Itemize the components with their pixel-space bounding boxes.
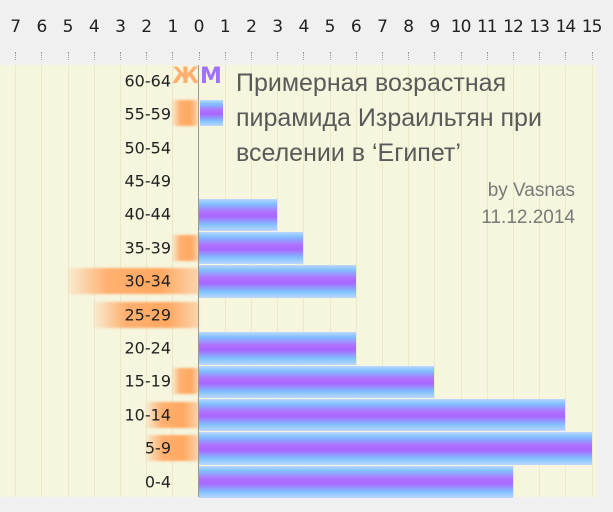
x-tick — [224, 52, 227, 60]
gridline — [539, 65, 541, 497]
x-tick — [539, 52, 541, 60]
gridline — [591, 65, 593, 497]
zero-axis — [198, 65, 199, 497]
male-bar — [198, 399, 566, 432]
x-tick — [93, 52, 96, 60]
x-tick-label: 1 — [219, 17, 231, 37]
x-tick-label: 9 — [429, 17, 440, 37]
x-tick-label: 10 — [450, 17, 472, 37]
y-tick-label: 20-24 — [124, 338, 172, 358]
y-tick-label: 15-19 — [124, 371, 172, 391]
x-tick — [434, 52, 436, 60]
female-bar — [172, 368, 199, 395]
y-tick-label: 55-59 — [124, 104, 172, 124]
gridline — [408, 65, 410, 497]
gridline — [565, 65, 567, 497]
gridline — [355, 65, 357, 497]
x-tick-label: 5 — [324, 17, 336, 37]
x-tick-label: 2 — [141, 17, 152, 37]
x-tick-label: 8 — [403, 17, 414, 37]
x-tick — [277, 52, 279, 60]
y-tick-label: 50-54 — [124, 138, 172, 157]
male-bar — [198, 432, 592, 465]
x-tick — [591, 52, 594, 60]
x-tick — [15, 52, 17, 60]
x-tick-label: 1 — [167, 17, 178, 37]
x-tick — [486, 52, 489, 60]
female-bar — [67, 268, 199, 295]
legend-male: М — [200, 64, 222, 89]
y-tick-label: 0-4 — [144, 472, 171, 491]
y-tick-label: 45-49 — [124, 171, 172, 191]
x-tick-label: 15 — [581, 17, 603, 37]
gridline — [15, 65, 17, 497]
x-tick-label: 12 — [503, 17, 524, 37]
x-tick — [198, 52, 201, 60]
male-bar — [198, 232, 304, 265]
x-tick-label: 6 — [36, 17, 47, 37]
legend-male-swatch — [200, 100, 223, 126]
gridline — [513, 65, 514, 497]
x-tick — [355, 52, 358, 60]
gridline — [41, 65, 43, 497]
male-bar — [198, 465, 513, 499]
x-tick — [120, 52, 122, 60]
x-tick-label: 4 — [298, 17, 309, 37]
x-tick — [513, 52, 515, 60]
x-tick-label: 0 — [193, 17, 205, 37]
x-tick-label: 4 — [88, 17, 100, 37]
legend-female: Ж — [172, 64, 199, 89]
x-tick — [146, 52, 148, 60]
x-tick — [329, 52, 332, 60]
y-tick-label: 30-34 — [124, 271, 172, 291]
male-bar — [198, 332, 356, 365]
x-tick-label: 2 — [246, 17, 257, 37]
gridline — [460, 65, 462, 497]
x-tick-label: 14 — [555, 17, 577, 37]
female-bar — [93, 301, 199, 328]
gridline — [434, 65, 436, 497]
female-bar — [146, 435, 199, 462]
x-tick — [303, 52, 305, 60]
x-tick-label: 3 — [272, 17, 283, 37]
y-tick-label: 5-9 — [144, 438, 171, 458]
x-tick-label: 7 — [10, 17, 21, 37]
x-tick-label: 11 — [476, 17, 498, 37]
y-tick-label: 60-64 — [124, 71, 172, 91]
x-tick — [67, 52, 70, 60]
x-tick — [408, 52, 410, 60]
x-tick-label: 6 — [350, 17, 362, 37]
x-tick-label: 7 — [377, 17, 388, 37]
legend-female-swatch — [172, 100, 198, 126]
x-tick — [41, 52, 43, 60]
male-bar — [198, 198, 278, 231]
male-bar — [198, 265, 356, 298]
chart-title: Примерная возрастная пирамида Израильтян… — [236, 69, 542, 167]
x-tick — [251, 52, 253, 60]
female-bar — [146, 401, 199, 428]
x-tick-label: 3 — [115, 17, 126, 37]
x-tick — [460, 52, 463, 60]
x-tick — [382, 52, 384, 60]
x-tick — [565, 52, 567, 60]
male-bar — [198, 365, 435, 398]
credit: by Vasnas — [487, 180, 575, 201]
x-tick-label: 13 — [529, 17, 550, 37]
gridline — [382, 65, 383, 497]
x-tick — [172, 52, 174, 60]
y-tick-label: 10-14 — [124, 405, 172, 425]
female-bar — [172, 234, 199, 261]
gridline — [486, 65, 488, 497]
y-tick-label: 40-44 — [124, 204, 172, 224]
x-tick-label: 5 — [62, 17, 74, 37]
y-tick-label: 25-29 — [124, 305, 172, 324]
date: 11.12.2014 — [481, 207, 575, 228]
y-tick-label: 35-39 — [124, 238, 172, 258]
